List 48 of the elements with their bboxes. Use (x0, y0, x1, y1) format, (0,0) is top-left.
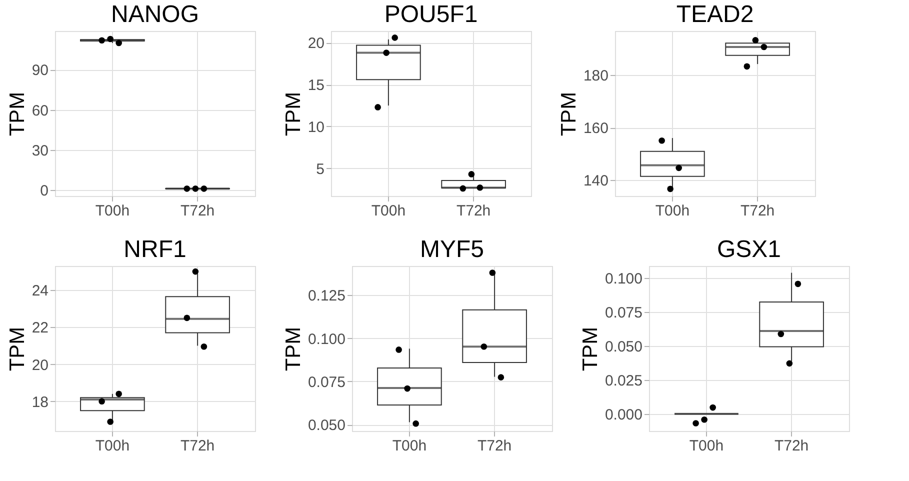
y-tick-label: 160 (583, 120, 608, 138)
x-tick-label: T00h (95, 202, 130, 220)
x-tick-label: T72h (180, 438, 215, 454)
y-tick-label: 180 (583, 68, 608, 85)
x-tick-label: T00h (689, 438, 724, 454)
chart-title: NRF1 (124, 236, 186, 263)
y-axis-title: TPM (578, 326, 602, 372)
x-tick-label: T00h (655, 202, 690, 220)
y-tick-label: 0.050 (604, 338, 642, 356)
y-tick-label: 140 (583, 172, 608, 190)
x-tick-label: T00h (371, 202, 406, 220)
y-tick-label: 24 (32, 282, 48, 300)
x-tick-label: T00h (95, 438, 130, 454)
y-tick-label: 0.075 (308, 374, 346, 391)
y-tick-label: 22 (32, 320, 48, 337)
y-tick-label: 20 (32, 356, 48, 374)
y-tick-label: 0.050 (308, 417, 346, 434)
y-tick-label: 60 (32, 102, 48, 120)
x-tick-label: T00h (392, 438, 427, 454)
y-tick-label: 20 (308, 35, 324, 52)
y-tick-label: 5 (316, 160, 324, 178)
y-tick-label: 0.125 (308, 288, 346, 305)
y-tick-label: 0.075 (604, 304, 642, 322)
y-tick-label: 0.025 (604, 372, 642, 390)
x-tick-label: T72h (774, 438, 809, 454)
y-axis-title: TPM (282, 326, 305, 372)
chart-title: POU5F1 (384, 1, 478, 28)
x-tick-label: T72h (477, 438, 512, 454)
x-tick-label: T72h (740, 202, 775, 220)
y-tick-label: 0.100 (308, 330, 346, 348)
y-tick-label: 90 (32, 62, 48, 80)
y-axis-title: TPM (6, 326, 29, 372)
y-axis-title: TPM (557, 92, 580, 136)
y-axis-title: TPM (282, 92, 305, 136)
chart-title: MYF5 (420, 236, 484, 263)
x-tick-label: T72h (180, 202, 215, 220)
x-tick-label: T72h (456, 202, 491, 220)
y-tick-label: 30 (32, 142, 48, 160)
y-tick-label: 0.000 (604, 406, 642, 424)
y-axis-title: TPM (6, 92, 29, 136)
chart-title: GSX1 (716, 236, 782, 263)
chart-title: TEAD2 (676, 1, 754, 28)
y-tick-label: 0.100 (604, 270, 642, 288)
y-tick-label: 0 (40, 182, 48, 200)
y-tick-label: 10 (308, 118, 324, 136)
chart-title: NANOG (110, 1, 200, 28)
y-tick-label: 18 (32, 394, 48, 411)
y-tick-label: 15 (308, 77, 324, 94)
